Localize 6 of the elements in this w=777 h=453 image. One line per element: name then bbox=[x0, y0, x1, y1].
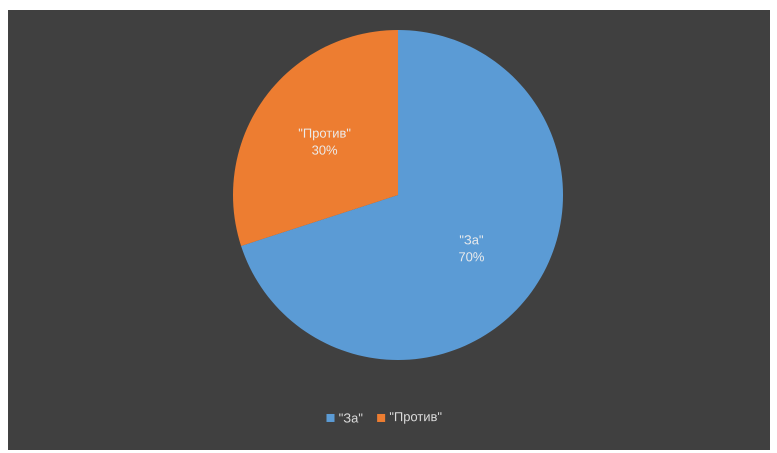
data-label: 30% bbox=[312, 145, 338, 155]
slice-label: "За" bbox=[460, 235, 483, 244]
data-label: 70% bbox=[459, 252, 484, 262]
slice-label: "Против" bbox=[298, 128, 350, 140]
legend-label: "Против" bbox=[390, 412, 442, 424]
legend-label: "За" bbox=[339, 413, 362, 423]
